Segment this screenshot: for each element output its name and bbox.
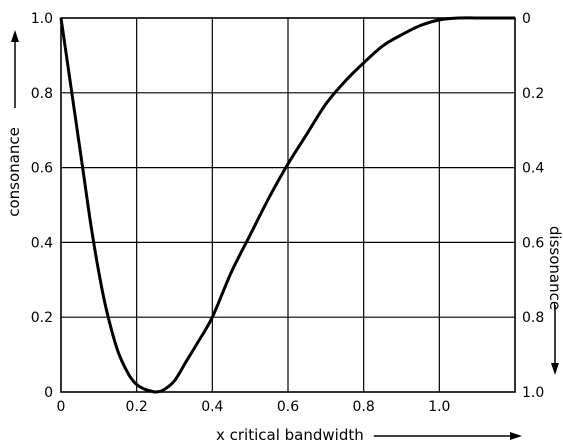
right-y-tick-label: 0.4	[522, 161, 544, 177]
right-y-axis-arrow-icon	[551, 305, 559, 375]
x-tick-label: 1.0	[428, 399, 450, 415]
left-y-axis-arrow-icon	[11, 30, 19, 108]
left-y-tick-label: 0.6	[31, 161, 53, 177]
right-y-tick-label: 0.8	[522, 310, 544, 326]
x-axis-label: x critical bandwidth	[216, 426, 364, 444]
right-y-tick-label: 0.2	[522, 86, 544, 102]
right-y-tick-label: 1.0	[522, 385, 544, 401]
consonance-curve	[59, 16, 515, 394]
plot-frame	[60, 17, 516, 393]
right-y-tick-label: 0	[522, 11, 531, 27]
x-tick-label: 0.8	[353, 399, 375, 415]
x-axis-arrow-icon	[373, 432, 522, 440]
x-tick-label: 0	[57, 399, 66, 415]
tick-labels: 0 0.2 0.4 0.6 0.8 1.0 0 0.2 0.4 0.6 0.8 1.0 0 0.2 0.4 0…	[31, 11, 545, 415]
right-y-axis-label: dissonance	[546, 226, 563, 310]
x-tick-label: 0.4	[201, 399, 223, 415]
left-y-tick-label: 0.4	[31, 235, 53, 251]
left-y-tick-label: 1.0	[31, 11, 53, 27]
left-y-tick-label: 0	[44, 385, 53, 401]
curve-layer	[59, 16, 515, 394]
left-y-tick-label: 0.8	[31, 86, 53, 102]
right-y-tick-label: 0.6	[522, 235, 544, 251]
x-tick-label: 0.6	[277, 399, 299, 415]
x-tick-label: 0.2	[126, 399, 148, 415]
grid	[61, 18, 515, 392]
left-y-tick-label: 0.2	[31, 310, 53, 326]
left-y-axis-label: consonance	[5, 127, 23, 217]
